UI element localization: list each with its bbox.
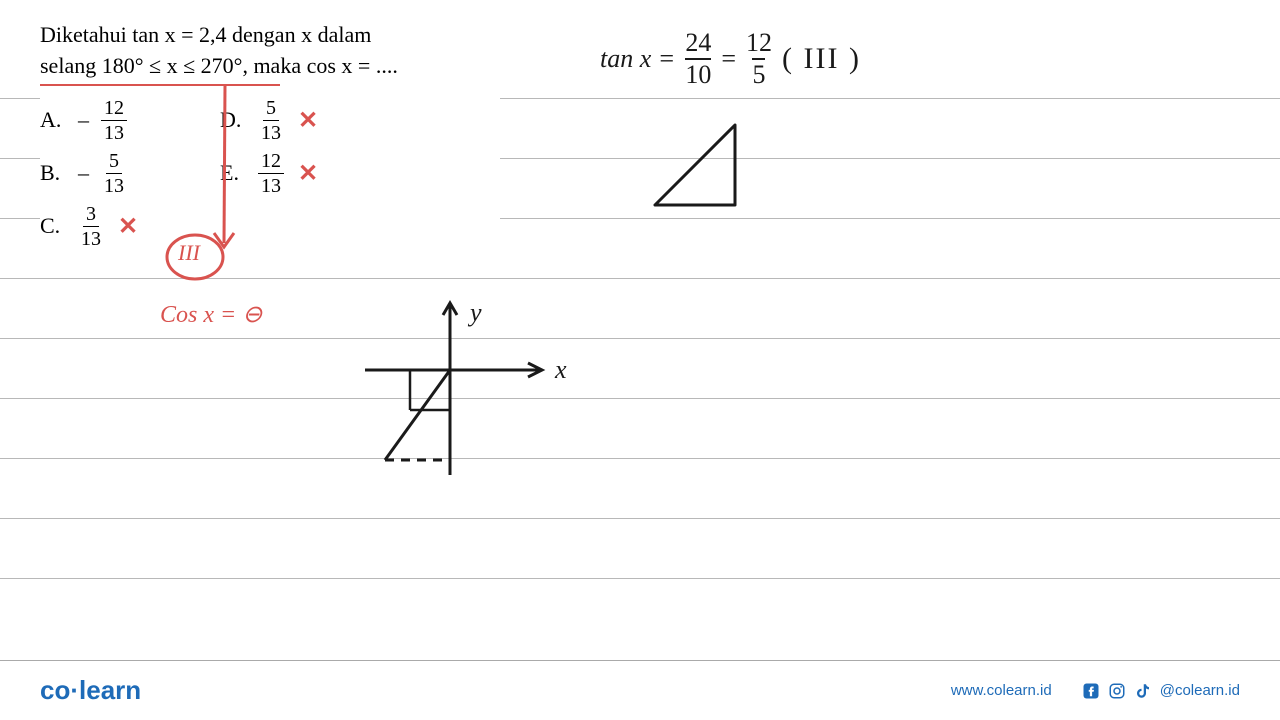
ruled-line: [0, 518, 1280, 519]
tiktok-icon[interactable]: [1134, 682, 1152, 700]
option-a-label: A.: [40, 107, 68, 133]
option-c-wrong-mark: ✕: [118, 212, 138, 241]
hw-tanx-label: tan x =: [600, 44, 675, 74]
hw-tanx-equation: tan x = 24 10 = 12 5 ( III ): [600, 30, 861, 88]
option-e: E. 12 13 ✕: [220, 151, 400, 196]
triangle-sketch: [640, 110, 760, 220]
ruled-line: [0, 398, 1280, 399]
social-group: @colearn.id: [1082, 682, 1240, 700]
option-e-wrong-mark: ✕: [298, 159, 318, 188]
option-d-fraction: 5 13: [258, 98, 284, 143]
instagram-icon[interactable]: [1108, 682, 1126, 700]
option-a-fraction: 12 13: [101, 98, 127, 143]
option-c-label: C.: [40, 213, 68, 239]
question-line-2: selang 180° ≤ x ≤ 270°, maka cos x = ...…: [40, 51, 500, 82]
logo-learn: learn: [79, 675, 141, 705]
axis-x-label: x: [555, 355, 567, 385]
option-a: A. – 12 13: [40, 98, 220, 143]
cosx-note: Cos x = ⊖: [160, 300, 262, 329]
footer-url[interactable]: www.colearn.id: [951, 682, 1052, 699]
option-a-neg: –: [78, 107, 89, 133]
axis-y-label: y: [470, 298, 482, 328]
option-b-fraction: 5 13: [101, 151, 127, 196]
logo-co: co: [40, 675, 70, 705]
footer-handle[interactable]: @colearn.id: [1160, 682, 1240, 699]
option-d-wrong-mark: ✕: [298, 106, 318, 135]
option-c-fraction: 3 13: [78, 204, 104, 249]
ruled-line: [0, 458, 1280, 459]
facebook-icon[interactable]: [1082, 682, 1100, 700]
axes-sketch: [350, 295, 570, 505]
hw-eq: =: [721, 44, 736, 74]
hw-frac2: 12 5: [746, 30, 772, 88]
question-block: Diketahui tan x = 2,4 dengan x dalam sel…: [40, 20, 500, 249]
logo: co·learn: [40, 675, 141, 706]
logo-dot: ·: [70, 675, 79, 705]
ruled-line: [0, 578, 1280, 579]
ruled-line: [0, 338, 1280, 339]
option-b-neg: –: [78, 160, 89, 186]
footer: co·learn www.colearn.id @colearn.id: [0, 660, 1280, 720]
option-d: D. 5 13 ✕: [220, 98, 400, 143]
hw-frac1: 24 10: [685, 30, 711, 88]
question-line-1: Diketahui tan x = 2,4 dengan x dalam: [40, 20, 500, 51]
option-b: B. – 5 13: [40, 151, 220, 196]
footer-right: www.colearn.id @colearn.id: [951, 682, 1240, 700]
options-grid: A. – 12 13 D. 5 13 ✕ B. –: [40, 98, 500, 249]
option-b-label: B.: [40, 160, 68, 186]
option-e-fraction: 12 13: [258, 151, 284, 196]
underline-mark: [40, 84, 280, 86]
red-roman3-text: III: [178, 240, 200, 266]
hw-paren: ( III ): [782, 42, 861, 76]
